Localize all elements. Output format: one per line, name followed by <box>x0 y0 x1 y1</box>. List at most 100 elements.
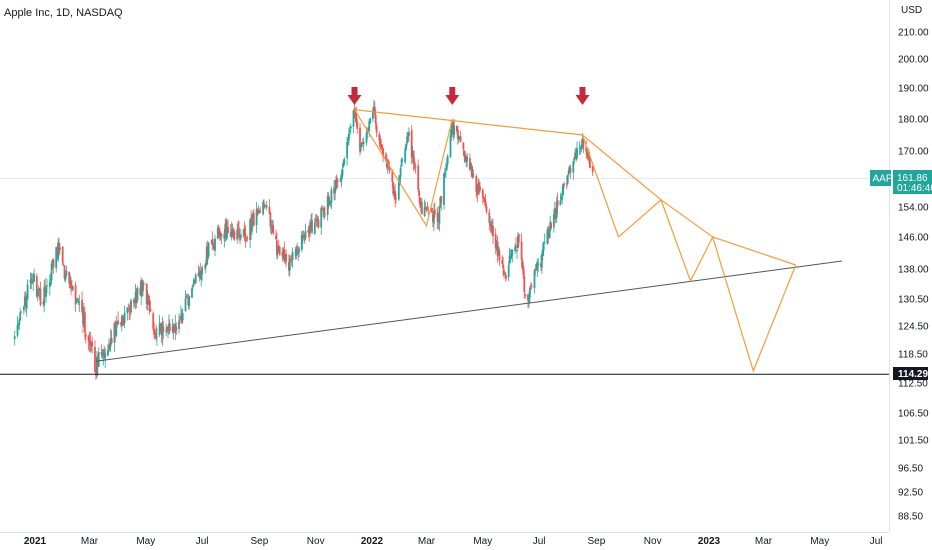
candle-body <box>243 227 246 234</box>
candle-body <box>166 328 168 331</box>
candle-body <box>388 167 391 171</box>
candle-body <box>559 200 562 206</box>
candle-body <box>523 276 526 293</box>
candle-body <box>323 208 325 214</box>
candle-body <box>199 270 202 278</box>
time-tick-label: Mar <box>418 536 436 547</box>
symbol-tag-box <box>870 170 891 186</box>
candle-body <box>496 241 499 256</box>
candle-body <box>265 205 268 208</box>
candle-body <box>165 330 167 332</box>
candle-body <box>360 142 363 148</box>
candle-body <box>264 205 266 206</box>
candle-body <box>89 340 92 345</box>
candle-body <box>147 295 150 302</box>
candle-body <box>25 298 28 309</box>
time-tick-label: Sep <box>588 536 606 547</box>
candle-body <box>379 138 382 144</box>
candle-body <box>180 316 183 323</box>
candle-body <box>226 226 228 238</box>
candle-body <box>128 311 131 312</box>
candle-body <box>45 288 47 297</box>
candle-body <box>501 260 504 265</box>
candle-body <box>516 250 518 252</box>
ascending-trendline <box>95 260 843 362</box>
candle-body <box>245 239 248 241</box>
candle-body <box>249 219 251 240</box>
candle-body <box>175 326 178 331</box>
candle-body <box>303 239 306 241</box>
candle-body <box>300 235 303 250</box>
candle-body <box>220 234 223 237</box>
candle-body <box>297 250 299 254</box>
chart-title: Apple Inc, 1D, NASDAQ <box>4 7 123 19</box>
candle-body <box>51 260 54 264</box>
candle-body <box>184 298 187 312</box>
candle-body <box>431 207 433 213</box>
candle-body <box>167 326 169 330</box>
time-axis[interactable]: 2021 Mar May Jul Sep Nov 2022 Mar May Jul Sep Nov 20… <box>24 536 883 547</box>
candle-body <box>204 263 207 268</box>
candle-body <box>334 187 336 194</box>
peak-arrows <box>347 87 590 105</box>
candle-body <box>237 227 239 229</box>
price-tick-label: 96.50 <box>898 464 923 475</box>
candle-body <box>218 230 221 237</box>
candle-body <box>485 206 488 212</box>
candle-body <box>479 186 481 191</box>
candle-body <box>36 291 39 297</box>
candle-body <box>400 159 403 167</box>
candle-body <box>541 249 544 257</box>
candle-body <box>288 259 291 271</box>
candle-body <box>76 298 79 301</box>
candle-body <box>534 269 537 271</box>
candle-body <box>216 227 219 239</box>
candle-body <box>462 142 465 150</box>
price-tick-label: 88.50 <box>898 512 923 523</box>
time-tick-label: May <box>473 536 492 547</box>
currency-label: USD <box>901 5 922 16</box>
candle-body <box>419 197 421 206</box>
candle-body <box>139 287 142 295</box>
candle-body <box>19 312 22 321</box>
candle-body <box>579 147 582 149</box>
candle-body <box>465 159 468 162</box>
candle-body <box>44 286 47 296</box>
candle-body <box>130 300 132 313</box>
candle-body <box>290 258 293 260</box>
candle-body <box>537 263 540 266</box>
candle-body <box>148 300 151 311</box>
candle-body <box>580 144 583 149</box>
candle-body <box>126 307 129 313</box>
candle-body <box>414 166 417 168</box>
candle-body <box>450 131 453 137</box>
candle-body <box>70 282 72 288</box>
candle-body <box>233 231 236 240</box>
candle-body <box>576 148 578 158</box>
candle-body <box>333 187 335 194</box>
candle-body <box>143 284 145 286</box>
candle-body <box>97 352 100 367</box>
candle-body <box>481 189 484 198</box>
candle-body <box>515 245 517 249</box>
candle-body <box>573 157 576 161</box>
candle-body <box>541 254 543 268</box>
candle-body <box>495 242 498 250</box>
candle-body <box>463 151 466 157</box>
candle-body <box>308 232 311 234</box>
candle-body <box>302 235 305 239</box>
candle-body <box>20 311 23 313</box>
candle-body <box>205 247 208 265</box>
candle-body <box>362 142 365 145</box>
candle-body <box>32 280 35 283</box>
candle-body <box>132 300 135 303</box>
candle-body <box>423 207 426 216</box>
candle-body <box>50 263 53 280</box>
candle-body <box>16 324 19 336</box>
candle-body <box>211 239 214 245</box>
candle-body <box>470 165 473 177</box>
candle-body <box>83 312 85 327</box>
level-value: 114.29 <box>898 369 928 380</box>
candle-body <box>217 228 220 233</box>
